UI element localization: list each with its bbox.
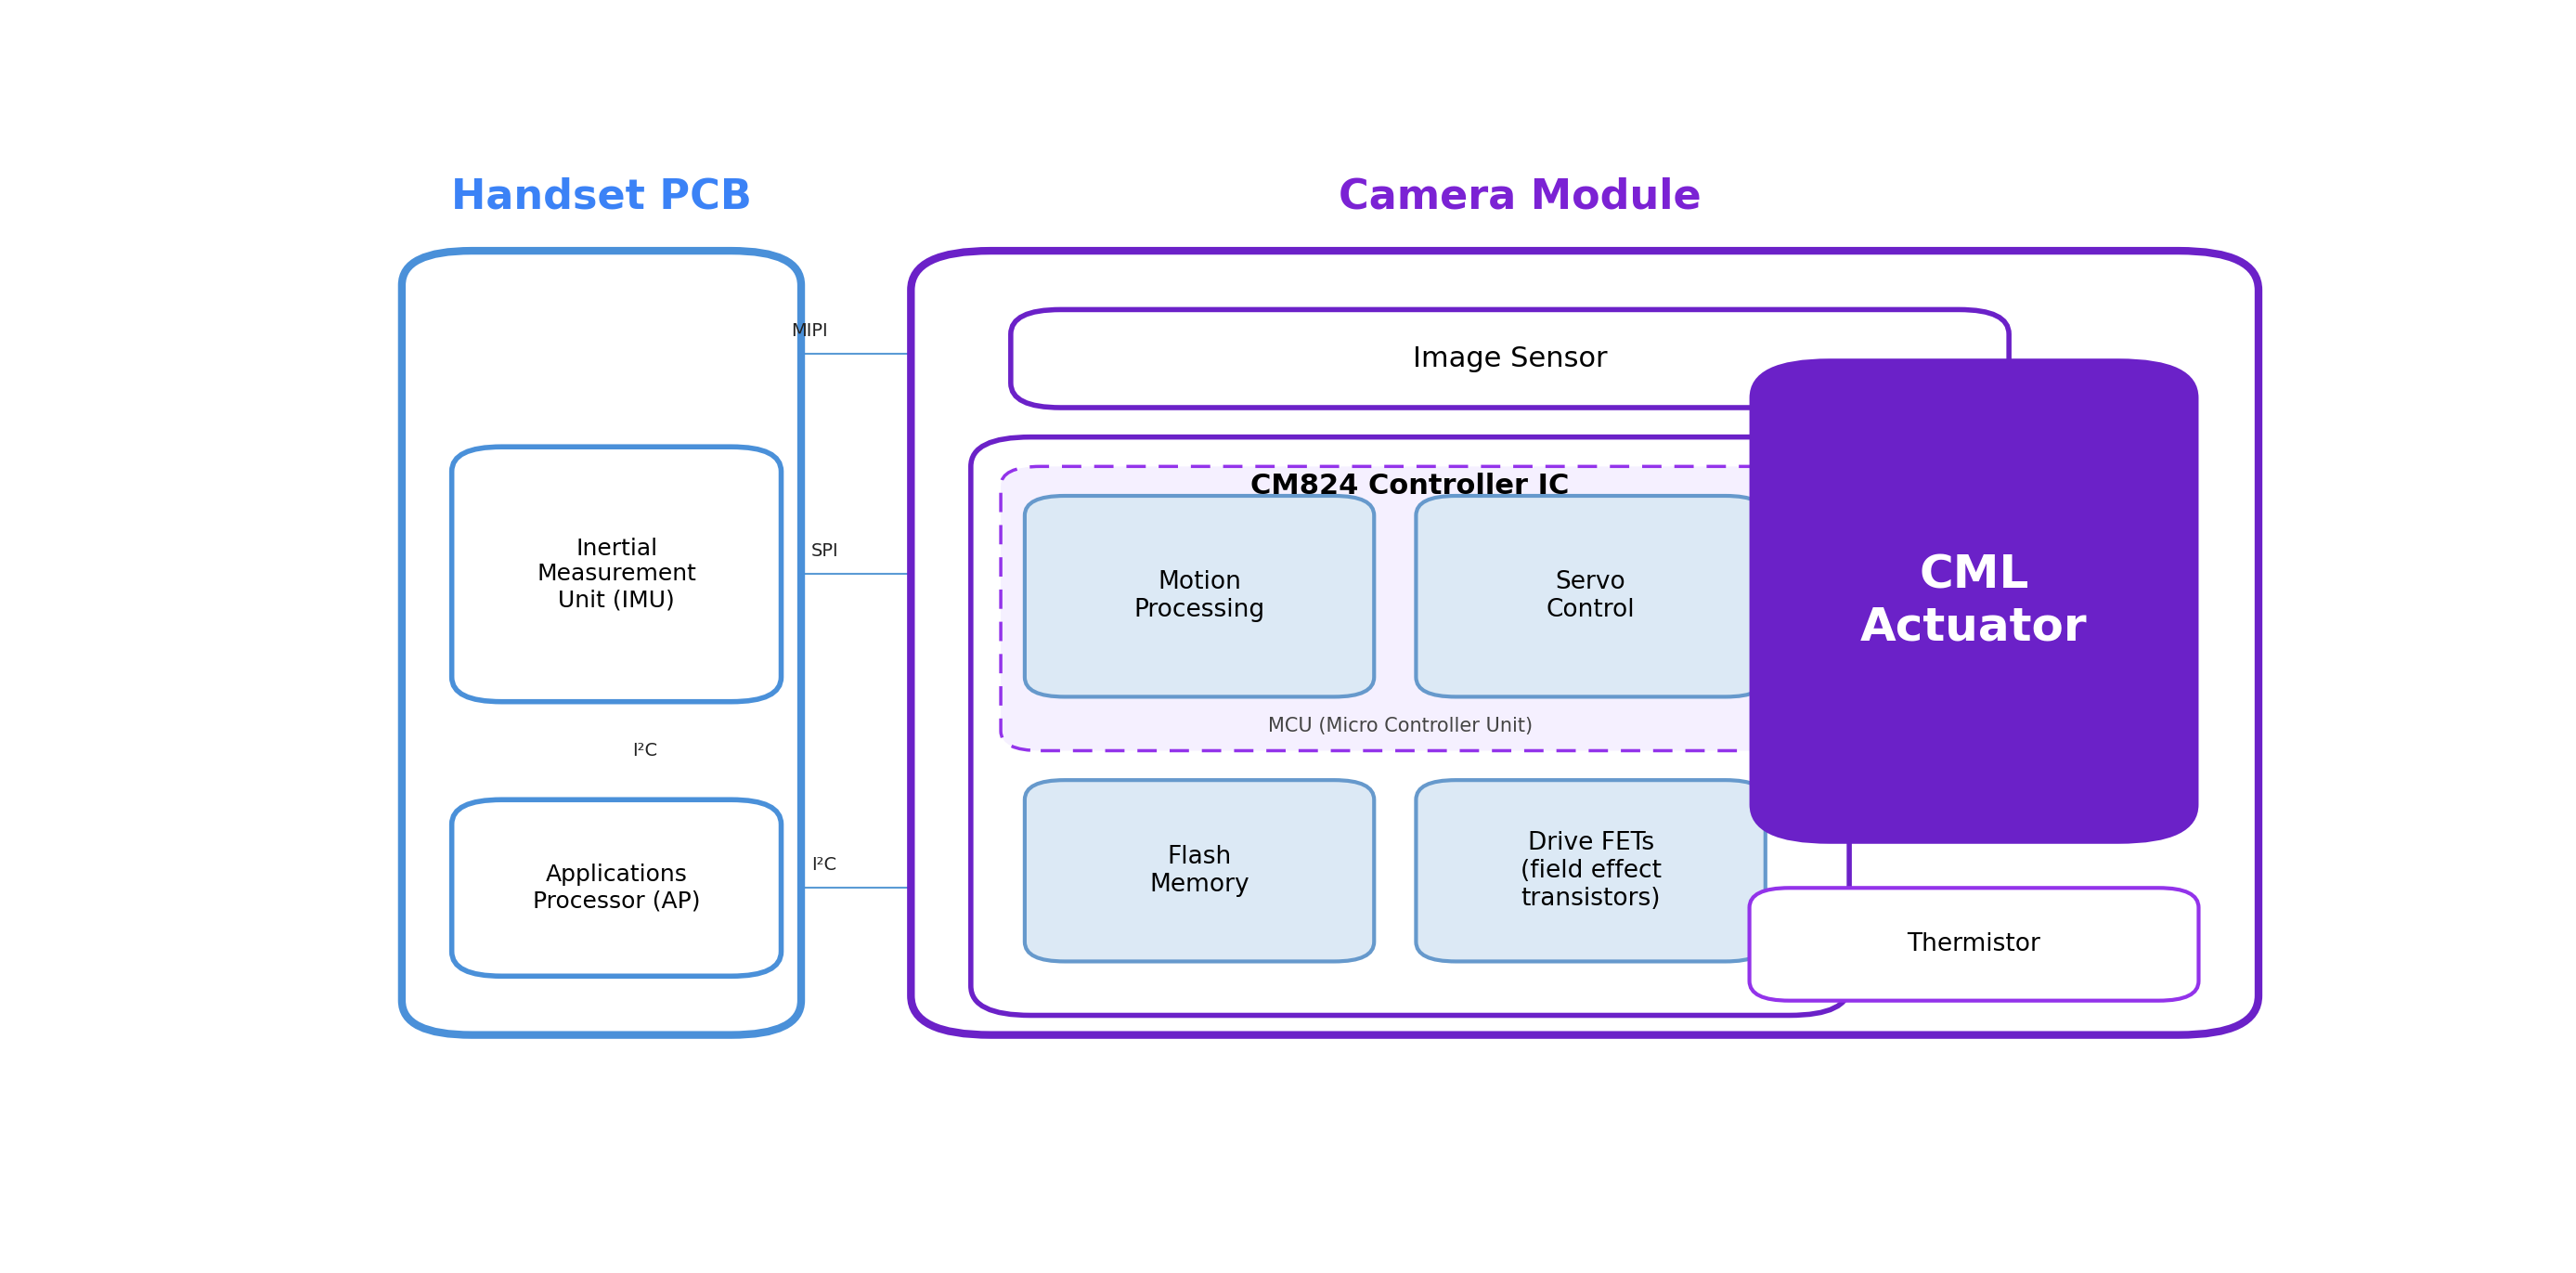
Text: MIPI: MIPI [791, 322, 827, 340]
Text: Handset PCB: Handset PCB [451, 177, 752, 216]
Text: Drive FETs
(field effect
transistors): Drive FETs (field effect transistors) [1520, 831, 1662, 910]
Text: Thermistor: Thermistor [1906, 932, 2040, 956]
Text: Servo
Control: Servo Control [1546, 570, 1636, 622]
Text: Inertial
Measurement
Unit (IMU): Inertial Measurement Unit (IMU) [536, 537, 696, 611]
FancyBboxPatch shape [1025, 495, 1373, 696]
FancyBboxPatch shape [1417, 495, 1765, 696]
FancyBboxPatch shape [1417, 780, 1765, 961]
FancyBboxPatch shape [1749, 889, 2197, 1001]
FancyBboxPatch shape [999, 466, 1798, 751]
FancyBboxPatch shape [1025, 780, 1373, 961]
Text: I²C: I²C [811, 857, 837, 875]
FancyBboxPatch shape [971, 437, 1850, 1016]
Text: CM824 Controller IC: CM824 Controller IC [1252, 472, 1569, 499]
Text: Flash
Memory: Flash Memory [1149, 845, 1249, 896]
Text: I²C: I²C [634, 742, 657, 759]
Text: Motion
Processing: Motion Processing [1133, 570, 1265, 622]
FancyBboxPatch shape [451, 447, 781, 701]
Text: SPI: SPI [811, 542, 840, 560]
FancyBboxPatch shape [1749, 359, 2197, 844]
Text: Camera Module: Camera Module [1340, 177, 1700, 216]
Text: Applications
Processor (AP): Applications Processor (AP) [533, 864, 701, 911]
Text: CML
Actuator: CML Actuator [1860, 552, 2087, 649]
FancyBboxPatch shape [1010, 309, 2009, 407]
FancyBboxPatch shape [451, 799, 781, 976]
Text: Image Sensor: Image Sensor [1412, 345, 1607, 372]
FancyBboxPatch shape [402, 251, 801, 1035]
Text: MCU (Micro Controller Unit): MCU (Micro Controller Unit) [1267, 717, 1533, 736]
FancyBboxPatch shape [912, 251, 2259, 1035]
